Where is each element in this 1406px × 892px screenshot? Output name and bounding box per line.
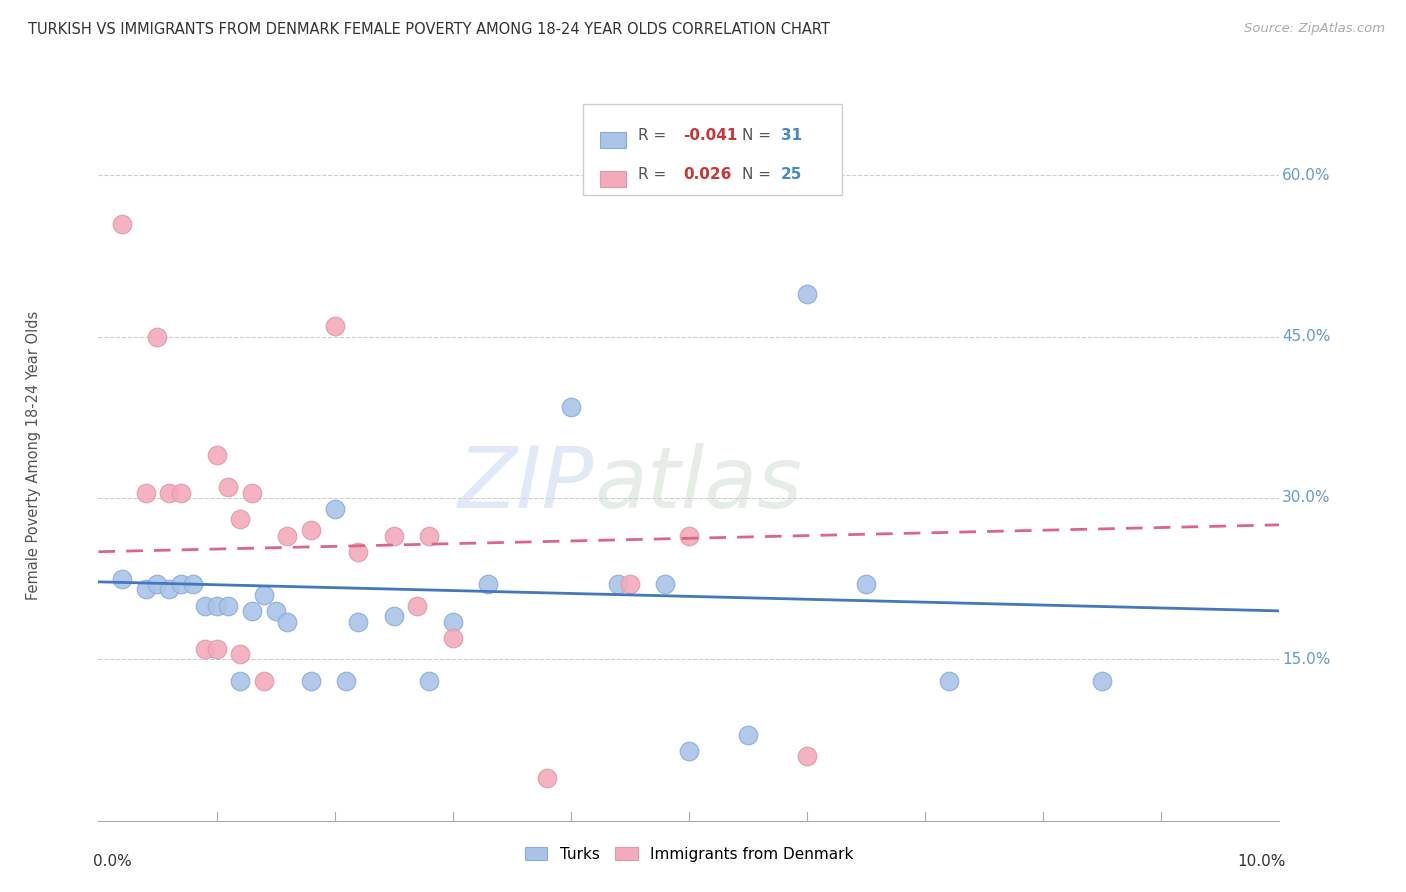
Point (253, 673, 276, 688)
Text: 30.0%: 30.0% (1282, 491, 1330, 506)
FancyBboxPatch shape (600, 171, 626, 187)
Text: N =: N = (742, 167, 776, 182)
Point (205, 448, 228, 462)
Point (855, 577, 877, 591)
Point (111, 572, 134, 586)
FancyBboxPatch shape (600, 132, 626, 148)
Point (276, 615, 298, 629)
Text: 15.0%: 15.0% (1282, 652, 1330, 667)
Point (1091, 673, 1114, 688)
Point (299, 523, 322, 537)
Text: 0.0%: 0.0% (93, 854, 131, 869)
Text: 0.026: 0.026 (683, 167, 731, 182)
Point (264, 604, 287, 618)
Point (796, 749, 818, 764)
Point (146, 577, 169, 591)
Point (323, 318, 346, 333)
FancyBboxPatch shape (582, 103, 842, 195)
Point (170, 577, 193, 591)
Point (323, 501, 346, 516)
Point (382, 609, 405, 624)
Text: 31: 31 (782, 128, 803, 143)
Point (654, 577, 676, 591)
Point (678, 744, 700, 758)
Point (135, 485, 157, 500)
Text: atlas: atlas (595, 442, 803, 525)
Point (477, 577, 499, 591)
Point (157, 485, 180, 500)
Point (205, 641, 228, 656)
Text: 45.0%: 45.0% (1282, 329, 1330, 344)
Text: Female Poverty Among 18-24 Year Olds: Female Poverty Among 18-24 Year Olds (25, 310, 41, 599)
Point (157, 582, 180, 597)
Point (536, 771, 558, 785)
Point (299, 673, 322, 688)
Point (619, 577, 641, 591)
Point (737, 728, 759, 742)
Text: -0.041: -0.041 (683, 128, 737, 143)
Point (229, 647, 252, 661)
Point (406, 599, 429, 613)
Text: 10.0%: 10.0% (1237, 854, 1285, 869)
Point (607, 577, 630, 591)
Text: 25: 25 (782, 167, 803, 182)
Text: ZIP: ZIP (458, 442, 595, 525)
Point (418, 673, 440, 688)
Point (229, 512, 252, 526)
Point (335, 673, 357, 688)
Point (181, 577, 204, 591)
Point (111, 217, 134, 231)
Point (441, 631, 464, 645)
Point (194, 599, 217, 613)
Point (217, 599, 239, 613)
Text: 60.0%: 60.0% (1282, 168, 1330, 183)
Point (229, 673, 252, 688)
Point (240, 604, 263, 618)
Text: R =: R = (638, 167, 671, 182)
Point (382, 528, 405, 542)
Point (796, 286, 818, 301)
Legend: Turks, Immigrants from Denmark: Turks, Immigrants from Denmark (519, 840, 859, 868)
Text: TURKISH VS IMMIGRANTS FROM DENMARK FEMALE POVERTY AMONG 18-24 YEAR OLDS CORRELAT: TURKISH VS IMMIGRANTS FROM DENMARK FEMAL… (28, 22, 830, 37)
Point (347, 615, 370, 629)
Point (560, 400, 582, 414)
Point (135, 582, 157, 597)
Point (276, 528, 298, 542)
Point (938, 673, 960, 688)
Point (418, 528, 440, 542)
Point (347, 545, 370, 559)
Text: R =: R = (638, 128, 671, 143)
Point (194, 641, 217, 656)
Point (205, 599, 228, 613)
Point (253, 588, 276, 602)
Text: N =: N = (742, 128, 776, 143)
Point (170, 485, 193, 500)
Text: Source: ZipAtlas.com: Source: ZipAtlas.com (1244, 22, 1385, 36)
Point (240, 485, 263, 500)
Point (441, 615, 464, 629)
Point (678, 528, 700, 542)
Point (146, 329, 169, 343)
Point (217, 480, 239, 494)
